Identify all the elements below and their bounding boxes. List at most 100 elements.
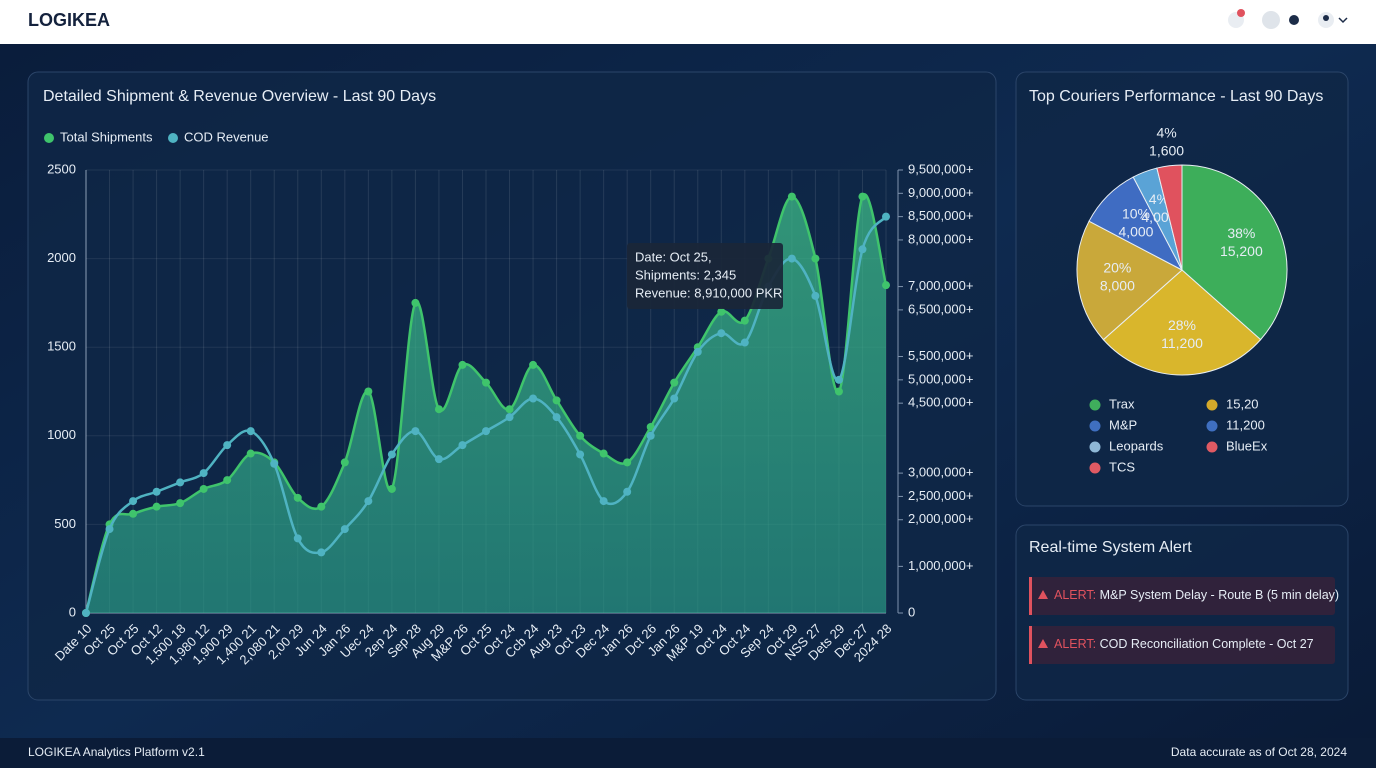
y2-tick-label: 5,500,000+ xyxy=(908,348,973,363)
marker xyxy=(293,493,302,502)
bell-icon[interactable] xyxy=(1289,15,1299,25)
alerts-title: Real-time System Alert xyxy=(1029,539,1192,556)
y-tick-label: 0 xyxy=(69,604,76,619)
marker xyxy=(670,394,679,403)
marker xyxy=(717,329,726,338)
marker xyxy=(576,431,585,440)
marker xyxy=(787,192,796,201)
marker xyxy=(482,378,490,387)
marker xyxy=(458,360,467,369)
marker xyxy=(223,476,232,485)
marker xyxy=(834,387,843,396)
area xyxy=(86,194,886,613)
marker xyxy=(599,449,608,458)
legend-label: 11,200 xyxy=(1226,417,1265,432)
y2-tick-label: 9,000,000+ xyxy=(908,185,973,200)
y2-tick-label: 1,000,000+ xyxy=(908,558,973,573)
y2-tick-label: 2,000,000+ xyxy=(908,511,973,526)
y2-tick-label: 2,500,000+ xyxy=(908,488,973,503)
pie-slice xyxy=(1102,269,1262,376)
marker xyxy=(717,307,726,316)
y2-tick-label: 9,500,000+ xyxy=(908,161,973,176)
alert-box xyxy=(1029,577,1335,615)
marker xyxy=(129,497,138,506)
marker xyxy=(552,413,561,422)
slice-percent: 10% xyxy=(1122,206,1150,222)
slice-count: 8,000 xyxy=(1100,278,1135,294)
marker xyxy=(529,360,538,369)
marker xyxy=(623,487,632,496)
marker xyxy=(740,316,749,325)
marker xyxy=(693,347,702,356)
tooltip-line: Date: Oct 25, xyxy=(635,249,712,264)
marker xyxy=(152,502,161,511)
legend-swatch xyxy=(1206,420,1218,432)
marker xyxy=(599,497,608,506)
marker xyxy=(646,431,655,440)
legend-swatch xyxy=(1089,441,1101,453)
slice-percent: 4% xyxy=(1156,125,1176,141)
slice-count: 1,600 xyxy=(1149,143,1184,159)
marker xyxy=(270,459,279,468)
marker xyxy=(740,338,749,347)
alert-prefix: ALERT: xyxy=(1054,637,1096,651)
y2-tick-label: 6,500,000+ xyxy=(908,301,973,316)
logo[interactable]: LOGIKEA xyxy=(28,10,110,30)
legend-label: Total Shipments xyxy=(60,129,153,144)
slice-count: 11,200 xyxy=(1161,335,1203,351)
marker xyxy=(246,449,255,458)
marker xyxy=(811,291,820,300)
marker xyxy=(317,502,326,511)
marker xyxy=(411,427,420,436)
marker xyxy=(646,422,655,431)
footer-right: Data accurate as of Oct 28, 2024 xyxy=(1171,745,1347,759)
marker xyxy=(787,254,796,263)
alert-stripe xyxy=(1029,577,1032,615)
legend-swatch xyxy=(44,133,54,143)
legend-label: Leopards xyxy=(1109,438,1164,453)
y2-tick-label: 8,500,000+ xyxy=(908,208,973,223)
legend-label: Trax xyxy=(1109,396,1135,411)
marker xyxy=(882,281,890,290)
alert-icon xyxy=(1038,639,1048,648)
settings-icon[interactable] xyxy=(1262,11,1280,29)
slice-percent: 20% xyxy=(1103,260,1131,276)
marker xyxy=(105,525,114,534)
marker xyxy=(387,484,396,493)
tooltip xyxy=(627,243,783,309)
y-tick-label: 1500 xyxy=(47,339,76,354)
marker xyxy=(623,458,632,467)
alert-icon xyxy=(1038,590,1048,599)
alert-prefix: ALERT: xyxy=(1054,588,1096,602)
marker xyxy=(364,387,373,396)
legend-label: COD Revenue xyxy=(184,129,269,144)
marker xyxy=(811,254,820,263)
footer-bar xyxy=(0,738,1376,768)
pie-slice xyxy=(1076,220,1183,341)
marker xyxy=(364,497,373,506)
y2-tick-label: 0 xyxy=(908,604,915,619)
chart-title: Detailed Shipment & Revenue Overview - L… xyxy=(43,88,436,105)
legend-label: BlueEx xyxy=(1226,438,1268,453)
legend-swatch xyxy=(1089,399,1101,411)
marker xyxy=(176,478,185,487)
marker xyxy=(505,413,514,422)
marker xyxy=(152,487,161,496)
legend-swatch xyxy=(1089,462,1101,474)
marker xyxy=(882,212,890,221)
legend-swatch xyxy=(1206,441,1218,453)
y2-tick-label: 5,000,000+ xyxy=(908,371,973,386)
y-tick-label: 500 xyxy=(54,516,76,531)
marker xyxy=(458,441,467,450)
chart-title: Top Couriers Performance - Last 90 Days xyxy=(1029,88,1323,105)
marker xyxy=(176,499,185,508)
alert-text: ALERT: M&P System Delay - Route B (5 min… xyxy=(1054,588,1339,602)
legend-label: M&P xyxy=(1109,417,1137,432)
legend-label: TCS xyxy=(1109,459,1135,474)
marker xyxy=(552,396,561,405)
marker xyxy=(129,509,138,518)
legend-swatch xyxy=(168,133,178,143)
user-menu-caret[interactable] xyxy=(1338,17,1348,24)
marker xyxy=(529,394,538,403)
